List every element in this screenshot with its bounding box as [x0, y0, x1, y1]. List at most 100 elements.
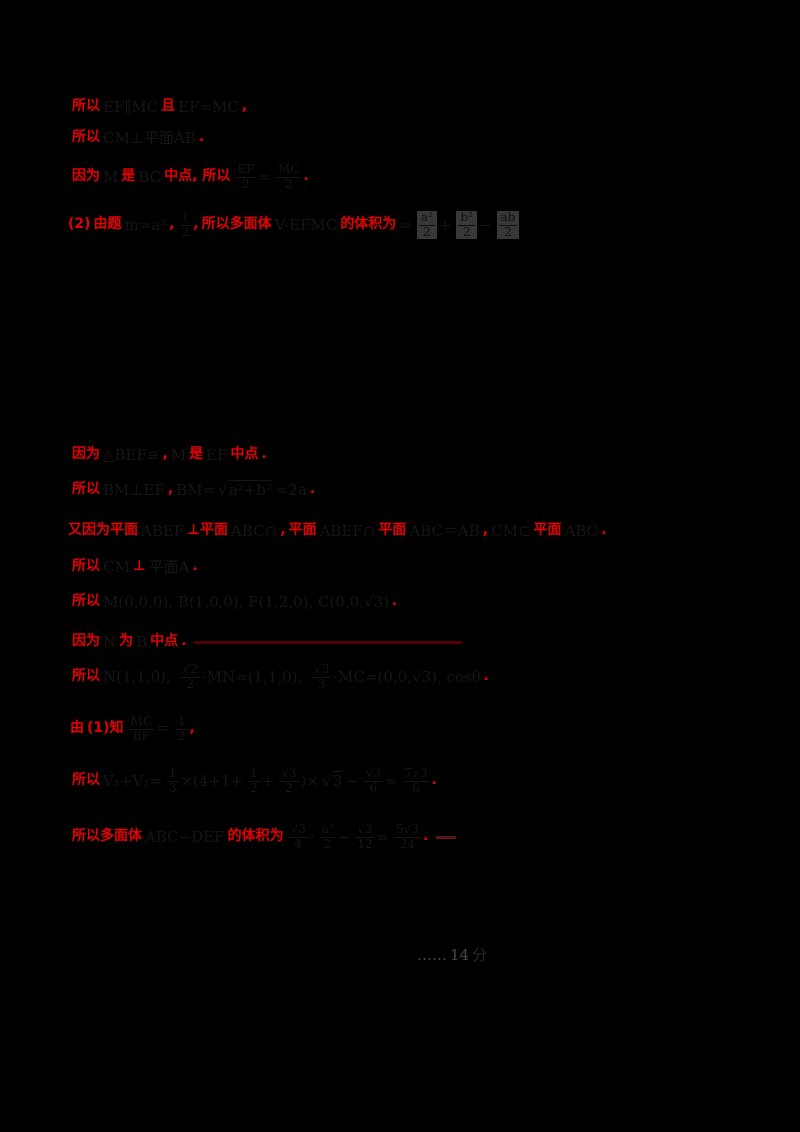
math-fragment: 分 [472, 945, 488, 964]
math-fragment: ·MC=(0,0,√3), cosθ [333, 667, 481, 686]
red-annotation-text: . [309, 481, 316, 498]
red-annotation-text: 平面 [533, 522, 562, 539]
red-annotation-text: 的体积为 [227, 828, 284, 845]
math-fraction: √3 4 [288, 822, 308, 851]
math-fraction: 7√3 6 [402, 766, 430, 795]
solution-line-4: (2) 由题 m=a², 1 2, 所以多面体 V-EFMC 的体积为 = a² 2 + b² 2− ab 2 [68, 210, 521, 239]
math-fragment: − [346, 771, 359, 790]
solution-line-8: 所以 CM ⊥ 平面A. [72, 556, 201, 578]
red-annotation-text: . [431, 772, 437, 789]
red-annotation-text: . [601, 522, 607, 539]
math-fragment: M(0,0,0), B(1,0,0), F(1,2,0), C(0,0,√3) [103, 592, 389, 611]
math-fragment: ABC [564, 521, 599, 540]
solution-line-12: 由 (1)知 MC BF ＝ 1 2, [70, 714, 198, 743]
math-fragment: EF=MC [178, 97, 239, 116]
red-annotation-text: 所以 [72, 481, 100, 498]
red-annotation-text: 所以多面体 [201, 216, 272, 233]
math-fragment: BC [138, 167, 162, 186]
red-annotation-text: 所以 [72, 129, 100, 146]
red-annotation-text: . [303, 168, 309, 185]
red-annotation-text: 中点, 所以 [164, 168, 231, 185]
math-radical: √3 [322, 770, 344, 790]
math-fraction: √3 12 [355, 822, 375, 851]
math-fragment: △BEF≌ [103, 445, 160, 464]
math-fragment: + [438, 215, 452, 234]
math-fragment: ABC−DEF [145, 827, 225, 846]
math-fragment: 平面A [148, 557, 190, 576]
dark-red-underline [194, 640, 463, 644]
red-annotation-text: 所以 [72, 558, 100, 575]
math-fragment: M [170, 445, 187, 464]
math-fragment: N(1,1,0), [103, 667, 176, 686]
math-fragment: V-EFMC [274, 215, 338, 234]
math-fragment: CM [103, 557, 130, 576]
red-annotation-text: , [162, 446, 168, 463]
math-fragment: =2a [275, 480, 307, 499]
math-fragment: ABC∩ [231, 521, 278, 540]
solution-line-1: 所以 EF∥MC 且 EF=MC, [72, 96, 250, 118]
red-annotation-text: (1)知 [87, 720, 124, 737]
red-annotation-text: 所以多面体 [72, 828, 142, 845]
red-annotation-text: 平面 [288, 522, 317, 539]
math-fragment: B [136, 632, 148, 651]
solution-line-13: 所以 V₁+V₂= 1 3 ×(4+1+ 1 2 + √3 2)× √3− √3 6 = 7√3 6. [72, 766, 440, 795]
red-annotation-text: 为 [119, 633, 134, 650]
red-annotation-text: 且 [161, 98, 176, 115]
red-annotation-text: 所以 [72, 668, 100, 685]
red-annotation-text: , [280, 522, 286, 539]
math-fragment: CM⊂ [491, 521, 531, 540]
solution-line-7: 又因为平面 ABEF ⊥平面 ABC∩, 平面 ABEF∩ 平面 ABC＝AB, CM⊂ 平面 AB… [68, 520, 609, 542]
math-fragment: ABC＝AB [409, 521, 480, 540]
red-annotation-text: . [422, 828, 429, 845]
math-fraction: MC BF [128, 714, 155, 743]
red-annotation-text: 因为 [72, 633, 100, 650]
math-fragment: · [309, 827, 315, 846]
math-fraction: EF 2 [235, 162, 257, 191]
red-annotation-text: 中点 [230, 446, 259, 463]
math-fragment: …… [417, 945, 447, 964]
red-annotation-text: 平面 [378, 522, 407, 539]
solution-line-2: 所以 CM⊥平面AB. [72, 127, 207, 149]
math-fragment: − [478, 215, 492, 234]
red-annotation-text: 所以 [72, 98, 100, 115]
red-annotation-text: , [193, 216, 199, 233]
red-annotation-text: . [198, 129, 205, 146]
math-fragment: CM⊥平面AB [103, 128, 196, 147]
red-annotation-text: 是 [189, 446, 204, 463]
red-annotation-text: , [169, 216, 175, 233]
red-annotation-text: ⊥平面 [187, 522, 229, 539]
red-annotation-text: 所以 [72, 593, 100, 610]
math-fragment: BM= [176, 480, 216, 499]
red-annotation-text: . [391, 593, 398, 610]
red-annotation-text: 又因为平面 [68, 522, 138, 539]
solution-line-14: 所以多面体 ABC−DEF 的体积为 √3 4 · a³ 2− √3 12 = 5√3 24. [72, 822, 459, 851]
red-annotation-text: , [482, 522, 489, 539]
math-fragment: = [376, 827, 390, 846]
math-fraction: √3 3 [312, 662, 332, 691]
math-fraction: a³ 2 [319, 822, 336, 851]
math-fraction: 5√3 24 [394, 822, 421, 851]
math-fraction: √3 2 [279, 766, 299, 795]
solution-line-5: 因为 △BEF≌, M 是 EF 中点. [72, 444, 270, 466]
math-fragment: EF [206, 445, 228, 464]
math-fragment: + [261, 771, 275, 790]
math-fraction: √3 6 [363, 766, 384, 795]
math-fragment: EF∥MC [103, 97, 159, 116]
math-fragment: V₁+V₂= [103, 771, 162, 790]
math-fraction: √2 2 [180, 662, 200, 691]
math-fragment: ×(4+1+ [180, 771, 244, 790]
red-annotation-text: , [167, 481, 174, 498]
red-annotation-text: 中点 [150, 633, 179, 650]
math-fraction: b² 2 [456, 211, 477, 239]
solution-line-10: 因为 N 为 B 中点. [72, 631, 465, 653]
math-fragment: N [103, 632, 117, 651]
math-fragment: 14 [450, 945, 470, 964]
math-fragment: − [337, 827, 351, 846]
math-fragment: ＝ [156, 719, 172, 738]
red-annotation-text: 是 [121, 168, 136, 185]
red-annotation-text: 由 [70, 720, 84, 737]
red-annotation-text: 的体积为 [340, 216, 397, 233]
